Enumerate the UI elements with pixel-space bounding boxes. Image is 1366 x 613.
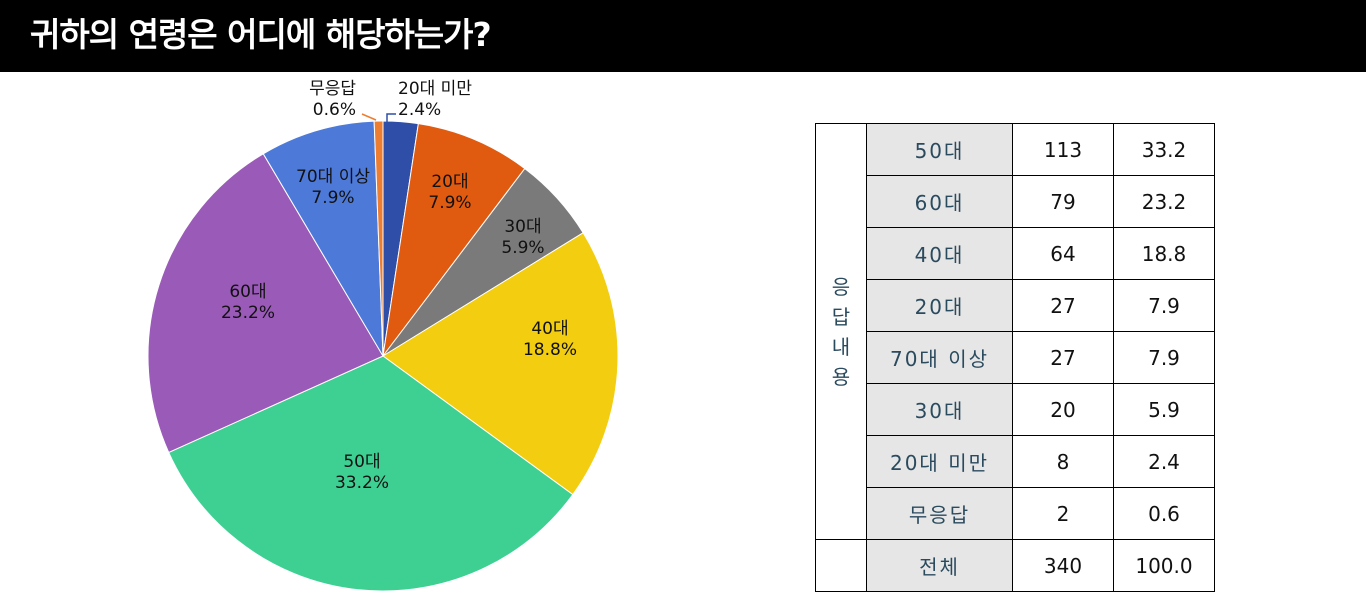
leader-line: [361, 113, 377, 121]
table-cell-category: 70대 이상: [866, 331, 1013, 384]
table-cell-count: 8: [1012, 435, 1114, 488]
table-cell-count: 2: [1012, 487, 1114, 540]
leader-line: [386, 113, 396, 126]
slice-label-percent: 0.6%: [313, 100, 356, 120]
slice-label-percent: 5.9%: [501, 238, 544, 258]
table-row: 30대 20 5.9: [816, 383, 1215, 436]
slice-label: 무응답 0.6%: [309, 79, 356, 120]
pie-labels: 20대 미만 2.4%20대 7.9%30대 5.9%40대 18.8%50대 33.2%…: [221, 79, 577, 493]
table-cell-category: 50대: [866, 123, 1013, 176]
slice-label-name: 40대: [531, 319, 568, 339]
table-row: 40대 64 18.8: [816, 227, 1215, 280]
table-cell-category: 전체: [866, 539, 1013, 592]
slice-label: 50대 33.2%: [335, 452, 389, 493]
pie-slice: [147, 153, 384, 454]
table-cell-category: 무응답: [866, 487, 1013, 540]
slice-label-percent: 7.9%: [428, 193, 471, 213]
table-row: 70대 이상 27 7.9: [816, 331, 1215, 384]
page-title: 귀하의 연령은 어디에 해당하는가?: [30, 15, 492, 54]
slice-label-percent: 2.4%: [398, 100, 441, 120]
table-cell-category: 60대: [866, 175, 1013, 228]
pie-slice: [382, 123, 526, 357]
table-side-label: 응답내용: [815, 123, 867, 540]
table-cell-count: 113: [1012, 123, 1114, 176]
slice-label-name: 20대: [431, 172, 468, 192]
pie-chart: 20대 미만 2.4%20대 7.9%30대 5.9%40대 18.8%50대 33.2%…: [147, 79, 619, 592]
table-cell-count: 79: [1012, 175, 1114, 228]
slice-label: 20대 미만 2.4%: [398, 79, 472, 120]
slice-label-name: 70대 이상: [296, 167, 370, 187]
table-row: 무응답 2 0.6: [816, 487, 1215, 540]
slice-label: 30대 5.9%: [501, 217, 544, 258]
pie-slice: [168, 355, 574, 592]
pie-slice: [382, 232, 619, 496]
table-row: 전체 340 100.0: [815, 539, 1215, 592]
slice-label-percent: 18.8%: [523, 340, 577, 360]
table-row: 20대 27 7.9: [816, 279, 1215, 332]
slice-label-percent: 23.2%: [221, 303, 275, 323]
slice-label-name: 20대 미만: [398, 79, 472, 99]
pie-slices: [147, 120, 619, 592]
slice-label: 40대 18.8%: [523, 319, 577, 360]
table-side-blank: [815, 539, 867, 592]
slice-label-percent: 7.9%: [311, 188, 354, 208]
table-cell-count: 64: [1012, 227, 1114, 280]
table-row: 응답내용 50대 113 33.2: [815, 123, 1215, 540]
table-row: 60대 79 23.2: [816, 175, 1215, 228]
side-label-text: 응답내용: [831, 274, 851, 389]
table-row: 20대 미만 8 2.4: [816, 435, 1215, 488]
table-cell-category: 40대: [866, 227, 1013, 280]
table-cell-category: 20대: [866, 279, 1013, 332]
table-cell-count: 340: [1012, 539, 1114, 592]
table-cell-percent: 23.2: [1113, 175, 1215, 228]
slice-label-name: 30대: [504, 217, 541, 237]
pie-slice: [373, 120, 384, 357]
table-cell-category: 30대: [866, 383, 1013, 436]
slice-label-name: 60대: [229, 282, 266, 302]
slice-label-percent: 33.2%: [335, 473, 389, 493]
slice-label: 60대 23.2%: [221, 282, 275, 323]
table-cell-percent: 5.9: [1113, 383, 1215, 436]
table-cell-percent: 7.9: [1113, 331, 1215, 384]
table-cell-percent: 33.2: [1113, 123, 1215, 176]
slice-label: 70대 이상 7.9%: [296, 167, 370, 208]
slice-label-name: 50대: [343, 452, 380, 472]
title-bar: 귀하의 연령은 어디에 해당하는가?: [0, 0, 1366, 72]
table-cell-count: 27: [1012, 331, 1114, 384]
slice-label-name: 무응답: [309, 79, 356, 99]
table-cell-count: 27: [1012, 279, 1114, 332]
data-table: 응답내용 50대 113 33.2 60대 79 23.2 40대 64 18.8 20대 27 7.9…: [815, 123, 1215, 592]
slice-label: 20대 7.9%: [428, 172, 471, 213]
table-cell-percent: 100.0: [1113, 539, 1215, 592]
table-cell-percent: 0.6: [1113, 487, 1215, 540]
table-cell-category: 20대 미만: [866, 435, 1013, 488]
table-cell-percent: 18.8: [1113, 227, 1215, 280]
table-cell-percent: 2.4: [1113, 435, 1215, 488]
pie-slice: [262, 120, 384, 357]
table-cell-count: 20: [1012, 383, 1114, 436]
table-cell-percent: 7.9: [1113, 279, 1215, 332]
